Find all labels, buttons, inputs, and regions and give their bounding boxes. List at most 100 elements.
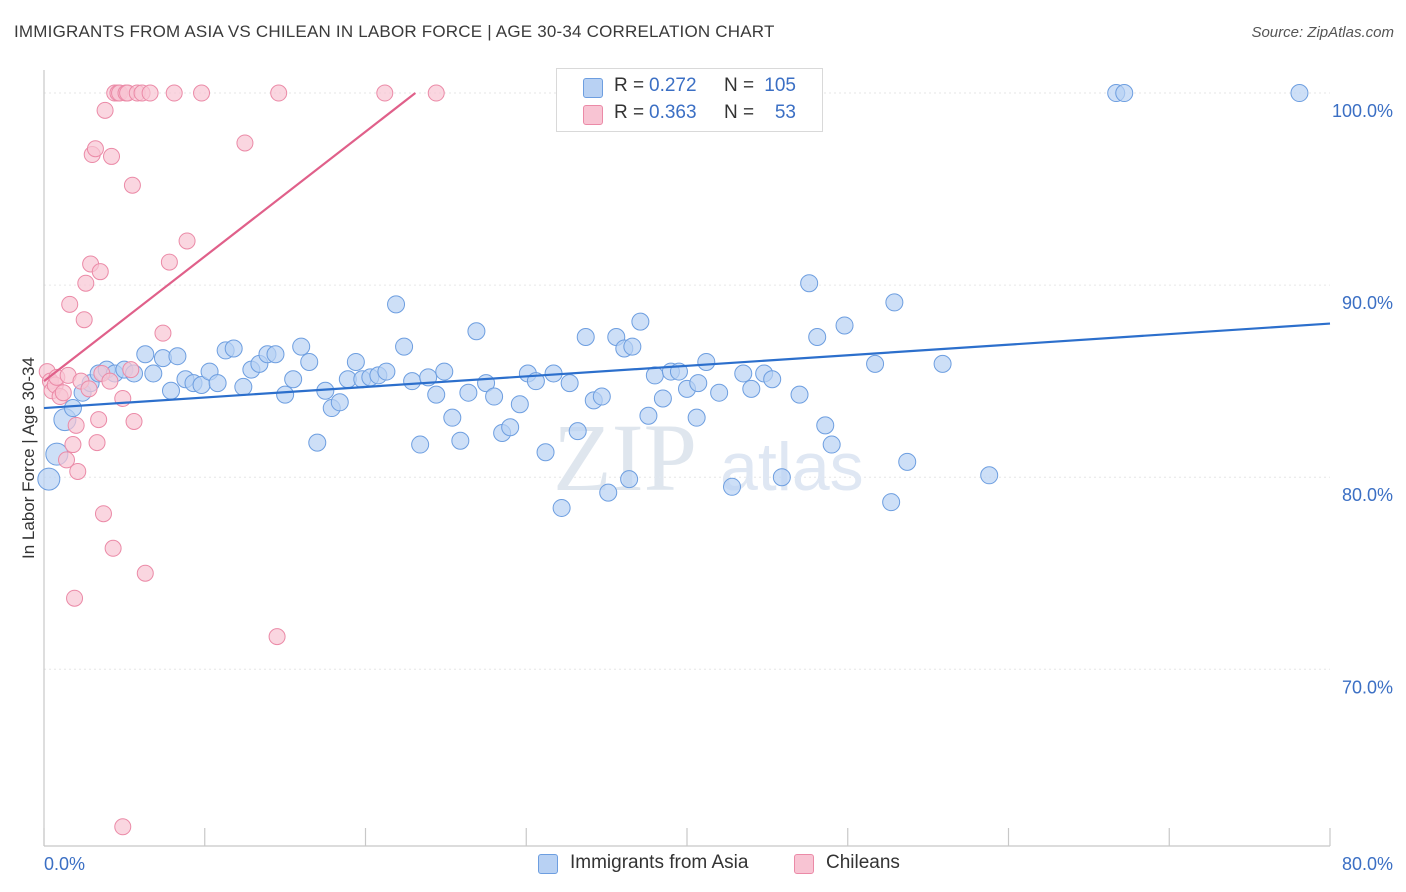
data-point-asia [560,374,579,393]
legend-swatch-chileans [583,105,603,125]
data-point-chileans [69,462,87,480]
data-point-asia [501,418,520,437]
data-point-chileans [236,134,254,152]
data-point-chileans [114,818,132,836]
trend-layer [43,92,1331,410]
data-point-asia [346,352,365,371]
legend-r-value-asia: 0.272 [649,75,697,96]
data-point-asia [224,339,243,358]
axis-layer [43,70,1331,847]
data-point-chileans [427,84,445,102]
chart-title: IMMIGRANTS FROM ASIA VS CHILEAN IN LABOR… [14,22,775,41]
data-point-asia [387,295,406,314]
data-point-asia [808,327,827,346]
data-point-chileans [123,176,141,194]
data-point-asia [427,385,446,404]
trendline-asia [43,322,1331,410]
data-point-asia [885,293,904,312]
watermark-zip: ZIP [553,404,697,511]
data-point-asia [377,362,396,381]
data-point-asia [723,477,742,496]
data-point-asia [144,364,163,383]
data-point-asia [37,467,61,491]
data-point-chileans [77,274,95,292]
data-point-chileans [160,253,178,271]
data-point-asia [403,372,422,391]
data-point-chileans [58,451,76,469]
data-point-asia [689,374,708,393]
data-point-asia [763,370,782,389]
bottom-legend-chileans[interactable]: Chileans [794,852,914,878]
data-point-chileans [54,384,72,402]
data-point-asia [411,435,430,454]
data-point-chileans [101,372,119,390]
legend-r-label: R = [614,102,645,123]
bottom-legend-label-asia: Immigrants from Asia [570,852,749,873]
data-point-asia [568,422,587,441]
data-point-asia [592,387,611,406]
data-point-asia [734,364,753,383]
data-point-asia [697,352,716,371]
data-point-asia [276,385,295,404]
y-tick-label: 90.0% [1342,293,1393,313]
data-point-asia [510,395,529,414]
data-point-chileans [178,232,196,250]
data-point-chileans [104,539,122,557]
data-point-asia [443,408,462,427]
correlation-legend: R = 0.272 N = 105 R = 0.363 N = 53 [556,68,823,132]
data-point-chileans [64,436,82,454]
data-point-asia [623,337,642,356]
labels-layer: 100.0% 90.0% 80.0% 70.0% 0.0% 80.0% In Labor F… [19,101,1393,874]
data-point-chileans [376,84,394,102]
data-point-asia [467,322,486,341]
data-point-asia [136,345,155,364]
data-point-asia [395,337,414,356]
legend-n-value-asia: 105 [764,75,796,96]
data-point-asia [742,379,761,398]
data-point-asia [552,498,571,517]
data-point-asia [882,493,901,512]
data-point-asia [300,352,319,371]
trendline-chileans [43,92,417,383]
y-tick-label: 80.0% [1342,485,1393,505]
data-point-chileans [66,589,84,607]
data-point-asia [645,366,664,385]
data-point-asia [835,316,854,335]
data-point-asia [485,387,504,406]
legend-n-label: N = [724,75,755,96]
data-point-chileans [125,413,143,431]
data-point-chileans [88,434,106,452]
y-axis-title: In Labor Force | Age 30-34 [19,357,38,559]
data-point-asia [772,468,791,487]
bottom-legend-swatch-chileans [794,854,814,874]
data-point-chileans [270,84,288,102]
data-point-chileans [61,295,79,313]
data-point-chileans [154,324,172,342]
data-point-asia [451,431,470,450]
bottom-legend-asia[interactable]: Immigrants from Asia [538,852,778,878]
source-credit: Source: ZipAtlas.com [1251,24,1394,41]
data-point-asia [536,443,555,462]
data-point-asia [980,466,999,485]
data-point-asia [63,399,82,418]
data-point-asia [639,406,658,425]
legend-r-value-chileans: 0.363 [649,102,697,123]
legend-n-value-chileans: 53 [774,102,796,123]
data-point-chileans [96,101,114,119]
bottom-legend-label-chileans: Chileans [826,852,900,873]
data-point-chileans [141,84,159,102]
data-point-asia [687,408,706,427]
data-point-asia [161,381,180,400]
y-tick-label: 100.0% [1332,101,1393,121]
data-point-chileans [80,380,98,398]
data-point-chileans [268,628,286,646]
data-point-asia [284,370,303,389]
data-point-asia [898,452,917,471]
data-point-asia [653,389,672,408]
data-point-asia [308,433,327,452]
legend-n-label: N = [724,102,755,123]
data-point-asia [790,385,809,404]
legend-swatch-asia [583,78,603,98]
data-point-chileans [165,84,183,102]
legend-r-label: R = [614,75,645,96]
